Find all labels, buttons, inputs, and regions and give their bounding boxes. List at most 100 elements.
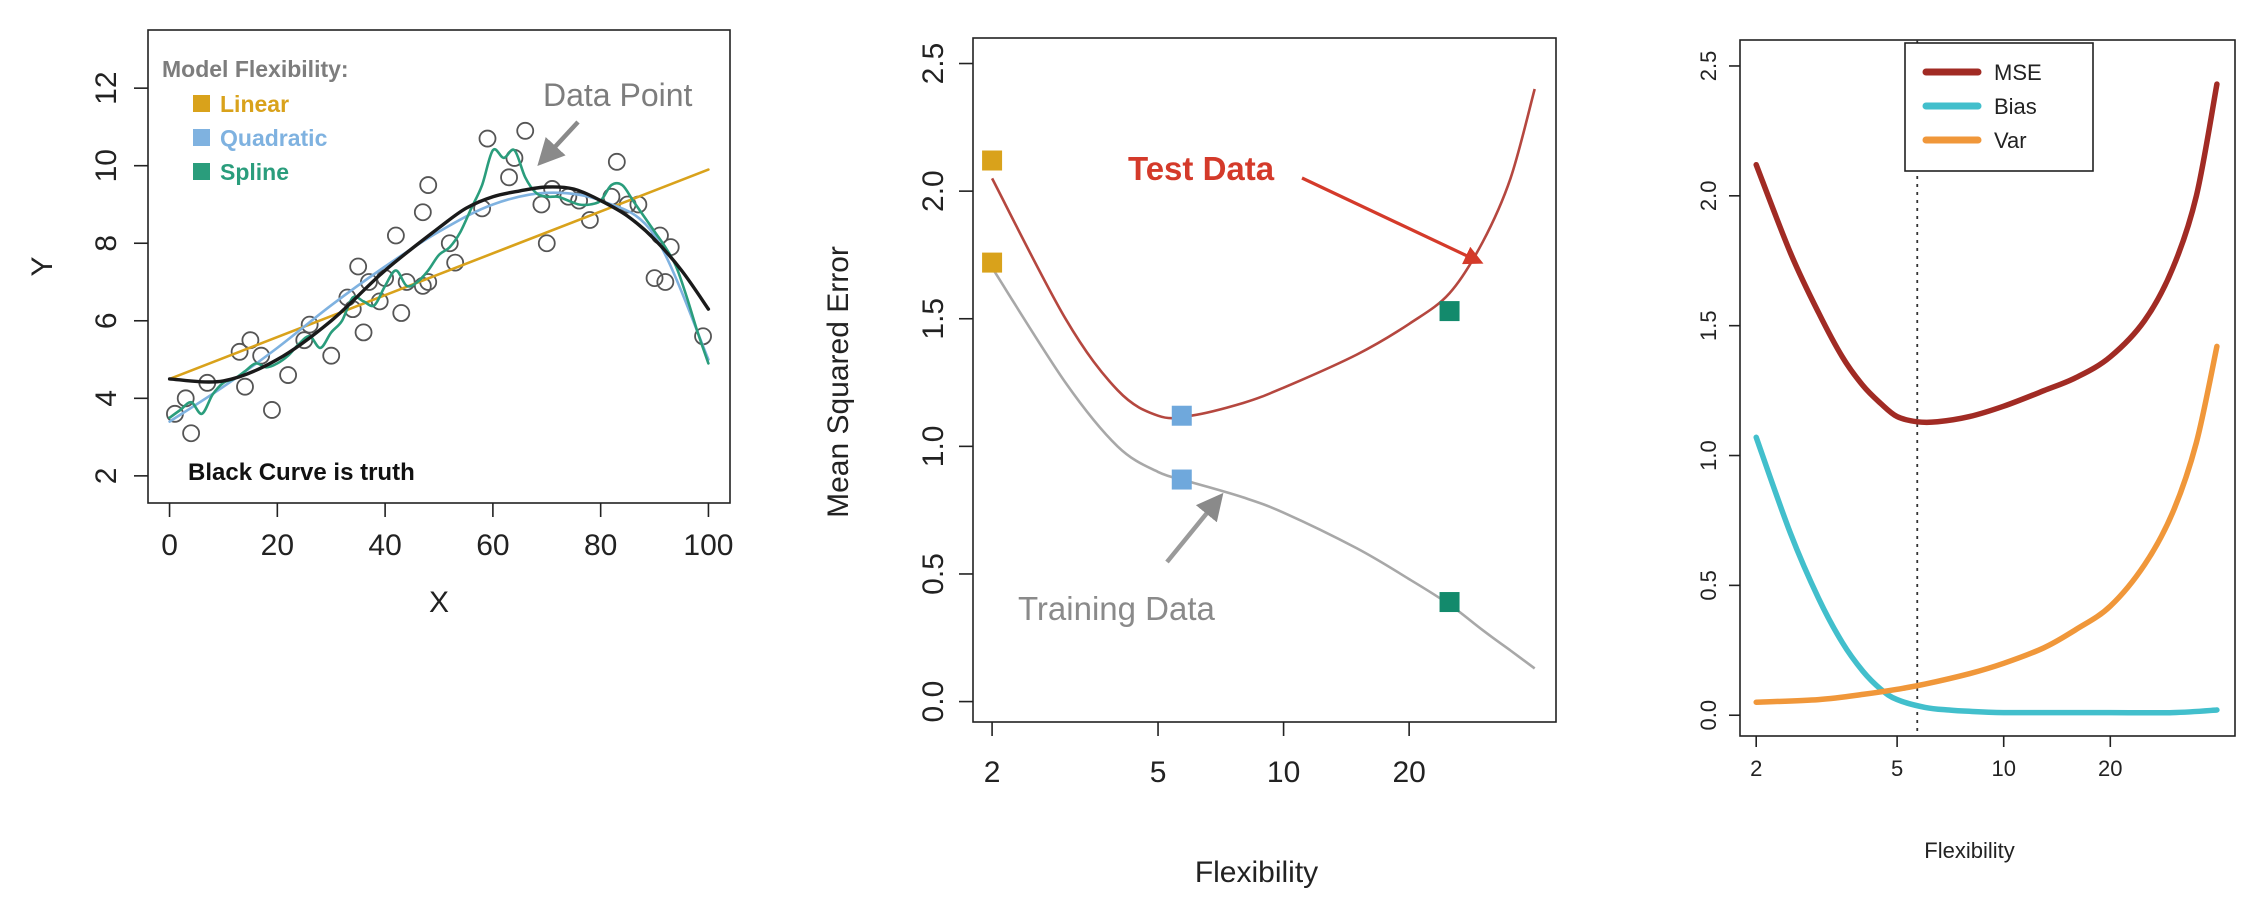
panel-1-y-tick-label: 2 xyxy=(90,468,123,485)
panel-1-legend-label: Quadratic xyxy=(220,125,328,151)
panel-2-test-arrow xyxy=(1301,176,1484,265)
panel-1-data-point xyxy=(607,152,626,171)
panel-2-y-tick-label: 1.0 xyxy=(917,425,950,467)
panel-3-y-tick-label: 0.0 xyxy=(1696,700,1721,731)
panel-2-x-tick-label: 2 xyxy=(984,756,1001,789)
panel-1-legend-label: Spline xyxy=(220,159,289,185)
panel-1-data-point xyxy=(236,377,254,396)
panel-3-x-tick-label: 5 xyxy=(1891,756,1903,781)
panel-3-y-tick-label: 0.5 xyxy=(1696,570,1721,601)
panel-1-data-point xyxy=(500,168,518,187)
panel-3-y-tick-label: 2.0 xyxy=(1696,181,1721,212)
panel-3-y-tick-label: 1.5 xyxy=(1696,310,1721,341)
panel-1-data-point xyxy=(349,257,368,276)
panel-2-y-tick-label: 2.5 xyxy=(917,43,950,85)
panel-1-y-tick-label: 10 xyxy=(90,149,123,182)
panel-2-test-annotation: Test Data xyxy=(1128,150,1275,187)
panel-1-plot-frame xyxy=(147,29,731,504)
panel-1-x-tick-label: 20 xyxy=(261,529,294,562)
panel-1-truth-annotation: Black Curve is truth xyxy=(188,459,415,486)
panel-1-y-tick-label: 8 xyxy=(90,235,123,252)
panel-1-x-tick-label: 0 xyxy=(161,529,178,562)
panel-2-y-tick-label: 0.5 xyxy=(917,553,950,595)
panel-1-data-point xyxy=(419,176,438,194)
panel-1-x-axis-title: X xyxy=(429,586,449,619)
panel-1-data-point xyxy=(413,203,432,222)
panel-1-data-point xyxy=(300,315,319,334)
panel-1-legend-label: Linear xyxy=(220,91,289,117)
panel-1-legend-title: Model Flexibility: xyxy=(162,56,349,82)
panel-3-series-mse-line xyxy=(1753,81,2220,426)
panel-1-x-tick-label: 60 xyxy=(476,529,509,562)
panel-3-plot-frame xyxy=(1739,39,2236,737)
panel-2-x-tick-label: 20 xyxy=(1392,756,1425,789)
panel-2-train-annotation: Training Data xyxy=(1018,590,1216,627)
panel-3-x-tick-label: 10 xyxy=(1991,756,2015,781)
panel-2-y-tick-label: 0.0 xyxy=(917,681,950,723)
panel-3-legend: MSE Bias Var xyxy=(1904,42,2094,172)
panel-1-data-point xyxy=(322,346,341,365)
panel-2-series-test-data-line xyxy=(990,88,1536,420)
panel-1-data-point xyxy=(446,253,465,272)
panel-1-y-tick-label: 12 xyxy=(90,71,123,104)
panel-3-bias-variance: 2 5 10 20 0.0 0.5 1.0 1.5 2.0 2.5 Flexibility MSE Bi… xyxy=(1696,39,2236,863)
panel-2-y-axis-title: Mean Squared Error xyxy=(822,246,855,518)
panel-1-data-point xyxy=(354,323,373,342)
panel-2-model-marker xyxy=(1171,469,1192,490)
panel-2-x-tick-label: 10 xyxy=(1267,756,1300,789)
panel-1-data-point xyxy=(440,234,459,253)
panel-1-series-truth-line xyxy=(167,185,711,384)
panel-1-data-point xyxy=(263,401,281,419)
panel-3-legend-label: Bias xyxy=(1994,94,2037,119)
panel-2-plot-frame xyxy=(972,37,1557,723)
panel-2-mse-curves: 2 5 10 20 0.0 0.5 1.0 1.5 2.0 2.5 Flexibility Mean … xyxy=(822,37,1557,889)
panel-1-legend-swatch xyxy=(193,95,210,112)
panel-3-legend-label: Var xyxy=(1994,128,2027,153)
panel-2-y-tick-label: 1.5 xyxy=(917,298,950,340)
panel-3-x-tick-label: 2 xyxy=(1750,756,1762,781)
panel-1-legend-swatch xyxy=(193,129,210,146)
panel-1-data-point xyxy=(279,366,298,384)
panel-2-train-arrow xyxy=(1165,492,1224,564)
panel-1-data-point xyxy=(230,342,249,361)
panel-1-data-point xyxy=(537,234,556,253)
panel-1-y-tick-label: 4 xyxy=(90,390,123,407)
panel-1-x-tick-label: 100 xyxy=(683,529,733,562)
panel-1-scatter: 0 20 40 60 80 100 2 4 6 8 10 12 X Y Model Flexibility:… xyxy=(26,29,733,619)
panel-1-series-spline-line xyxy=(168,147,710,419)
panel-3-series-bias-line xyxy=(1753,434,2220,716)
panel-1-data-point xyxy=(182,424,201,443)
panel-3-legend-label: MSE xyxy=(1994,60,2042,85)
panel-3-y-tick-label: 1.0 xyxy=(1696,440,1721,471)
panel-3-series-var-line xyxy=(1753,343,2220,705)
panel-1-data-point xyxy=(645,269,664,288)
panel-1-data-point xyxy=(516,121,535,140)
panel-3-y-tick-label: 2.5 xyxy=(1696,51,1721,82)
panel-1-legend-swatch xyxy=(193,163,210,180)
panel-1-data-point xyxy=(386,226,405,245)
panel-1-data-point xyxy=(478,129,497,148)
panel-1-x-tick-label: 40 xyxy=(368,529,401,562)
panel-1-data-point xyxy=(543,180,562,198)
panel-1-data-point-annotation: Data Point xyxy=(543,77,693,113)
panel-1-data-point xyxy=(532,195,551,214)
panel-2-model-marker xyxy=(982,252,1003,273)
panel-1-data-point-arrow xyxy=(537,120,580,166)
panel-2-x-axis-title: Flexibility xyxy=(1195,856,1318,889)
panel-1-series-linear-line xyxy=(168,168,710,381)
panel-1-y-axis-title: Y xyxy=(26,256,59,276)
panel-1-series-quadratic-line xyxy=(168,191,710,423)
panel-2-model-marker xyxy=(1439,301,1460,322)
panel-1-data-point xyxy=(392,304,411,322)
panel-2-x-tick-label: 5 xyxy=(1150,756,1167,789)
panel-1-x-tick-label: 80 xyxy=(584,529,617,562)
panel-2-y-tick-label: 2.0 xyxy=(917,170,950,212)
panel-1-data-point xyxy=(656,273,675,291)
panel-2-model-marker xyxy=(982,150,1003,171)
panel-2-series-training-data-line xyxy=(991,267,1536,670)
panel-1-y-tick-label: 6 xyxy=(90,312,123,329)
panel-1-data-point xyxy=(397,273,416,291)
panel-3-x-axis-title: Flexibility xyxy=(1924,838,2014,863)
